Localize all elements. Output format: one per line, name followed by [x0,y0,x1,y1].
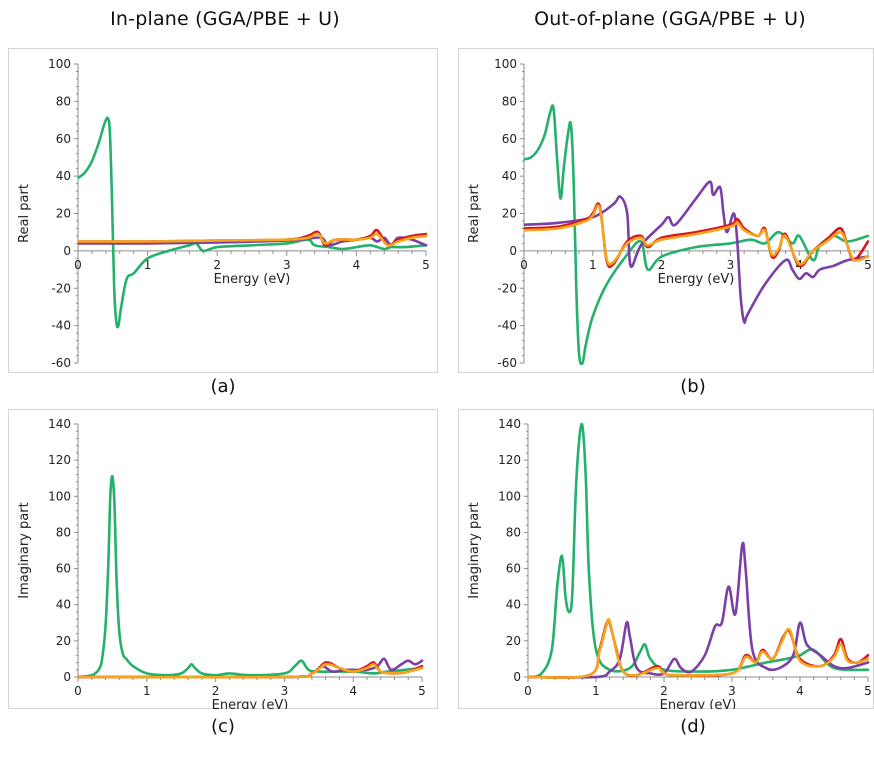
chart-panel-d: 0 20 40 60 80 100 120 140 0 1 2 3 4 5 Energy (eV) Imagi… [458,409,874,713]
x-tick-label: 3 [727,258,735,272]
series-group [528,422,870,679]
x-tick-label: 1 [589,258,597,272]
series-group [78,116,428,329]
x-tick-label: 1 [592,684,600,698]
right-column-title: Out-of-plane (GGA/PBE + U) [534,8,806,30]
x-tick-label: 0 [74,258,82,272]
caption-a: (a) [210,376,236,397]
x-tick-label: 1 [144,258,152,272]
left-column-title: In-plane (GGA/PBE + U) [110,8,340,30]
chart-frame [458,48,874,373]
x-tick-label: 3 [728,684,736,698]
x-tick-label: 2 [213,258,221,272]
y-tick-label: 60 [506,562,521,576]
x-axis-label: Energy (eV) [214,272,291,287]
chart-panel-a: -60 -40 -20 0 20 40 60 80 100 0 1 2 3 4 5 Energy (eV) Re… [8,48,438,373]
series-group [524,104,870,365]
x-tick-label: 5 [864,258,872,272]
y-axis-label: Imaginary part [17,502,32,598]
caption-d: (d) [680,716,706,737]
y-tick-label: 140 [48,417,71,431]
x-axis-label: Energy (eV) [660,698,737,709]
chart-frame [8,48,438,373]
y-tick-label: 120 [498,453,521,467]
caption-b: (b) [680,376,706,397]
y-tick-label: 40 [502,169,517,183]
series-line-orange [78,662,424,679]
series-line-orange [78,232,428,247]
series-line-green [524,104,870,365]
y-tick-label: 80 [56,94,71,108]
x-tick-label: 1 [143,684,151,698]
y-tick-label: -20 [51,281,71,295]
y-tick-label: 40 [56,169,71,183]
x-tick-label: 4 [353,258,361,272]
y-axis-label: Real part [467,184,482,243]
x-tick-label: 4 [349,684,357,698]
chart-d-svg: 0 20 40 60 80 100 120 140 0 1 2 3 4 5 Energy (eV) Imagi… [458,409,874,713]
y-tick-label: 60 [56,132,71,146]
y-tick-label: 0 [63,244,71,258]
y-tick-label: 0 [509,244,517,258]
x-tick-label: 2 [658,258,666,272]
y-tick-label: -60 [497,356,517,370]
chart-frame [8,409,438,709]
y-tick-label: -40 [51,319,71,333]
y-tick-label: 100 [498,489,521,503]
series-line-orange [524,204,870,266]
y-tick-label: 100 [48,57,71,71]
y-axis-label: Imaginary part [467,502,482,598]
x-tick-label: 5 [864,684,872,698]
y-tick-label: -60 [51,356,71,370]
y-tick-label: 80 [506,525,521,539]
y-tick-label: 20 [56,634,71,648]
y-tick-label: 120 [48,453,71,467]
chart-panel-c: 0 20 40 60 80 100 120 140 0 1 2 3 4 5 Energy (eV) Imagi… [8,409,438,713]
y-tick-label: 0 [63,670,71,684]
y-tick-label: 100 [48,489,71,503]
series-line-green [78,474,424,679]
y-tick-label: 20 [506,634,521,648]
x-tick-label: 0 [74,684,82,698]
caption-c: (c) [211,716,235,737]
x-tick-label: 2 [212,684,220,698]
y-tick-label: -40 [497,319,517,333]
series-group [78,474,424,679]
y-tick-label: 40 [506,598,521,612]
y-tick-label: 80 [502,94,517,108]
chart-c-svg: 0 20 40 60 80 100 120 140 0 1 2 3 4 5 Energy (eV) Imagi… [8,409,438,713]
y-tick-label: 60 [502,132,517,146]
x-tick-label: 4 [796,684,804,698]
y-tick-label: 0 [513,670,521,684]
x-axis-label: Energy (eV) [212,698,289,709]
x-axis-label: Energy (eV) [658,272,735,287]
y-tick-label: 20 [56,207,71,221]
series-line-orange [528,618,870,679]
series-line-purple [528,541,870,679]
x-tick-label: 0 [520,258,528,272]
series-line-green [78,116,428,329]
x-tick-label: 0 [524,684,532,698]
x-tick-label: 2 [660,684,668,698]
x-tick-label: 3 [283,258,291,272]
y-tick-label: 100 [494,57,517,71]
y-tick-label: 40 [56,598,71,612]
x-tick-label: 5 [422,258,430,272]
y-tick-label: 60 [56,562,71,576]
x-tick-label: 3 [281,684,289,698]
x-tick-label: 5 [418,684,426,698]
chart-panel-b: -60 -40 -20 0 20 40 60 80 100 0 1 2 3 4 5 Energy (eV) Re… [458,48,874,373]
y-axis-label: Real part [17,184,32,243]
y-tick-label: 80 [56,525,71,539]
y-tick-label: -20 [497,281,517,295]
y-tick-label: 20 [502,207,517,221]
y-tick-label: 140 [498,417,521,431]
